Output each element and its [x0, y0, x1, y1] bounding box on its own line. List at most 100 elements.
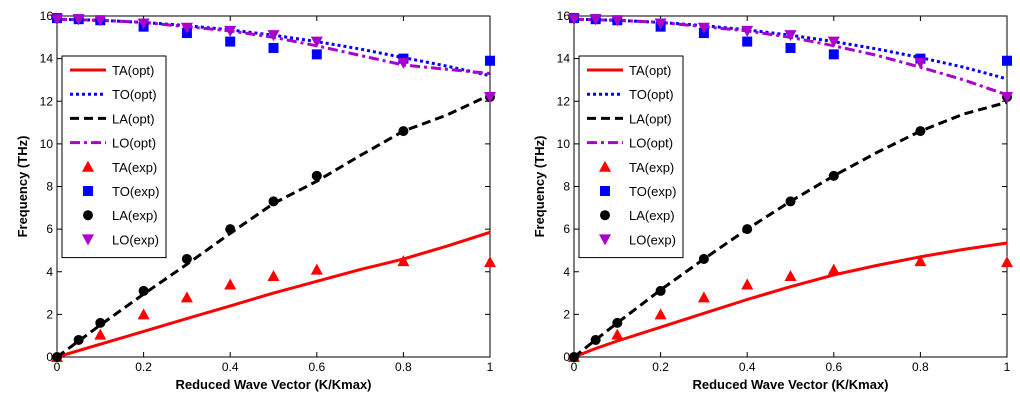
data-point-la-exp: [612, 317, 623, 328]
y-tick-label: 0: [46, 350, 53, 364]
legend-label-lo-exp: LO(exp): [112, 232, 159, 247]
data-point-lo-exp: [827, 36, 840, 48]
data-point-lo-exp: [94, 15, 107, 27]
y-tick-label: 10: [557, 137, 571, 151]
legend-label-to-exp: TO(exp): [112, 184, 159, 199]
x-tick-label: 1: [1004, 360, 1011, 374]
data-point-lo-exp: [697, 22, 710, 34]
data-point-to-exp: [485, 55, 495, 66]
legend-swatch-ta-exp: [599, 160, 611, 172]
data-point-la-exp: [828, 170, 839, 181]
data-point-ta-exp: [397, 255, 410, 267]
data-point-ta-exp: [1001, 256, 1013, 268]
y-tick-label: 16: [557, 9, 571, 23]
x-tick-label: 0.6: [825, 360, 842, 374]
series-line-la-opt: [56, 93, 491, 359]
data-point-lo-exp: [654, 18, 667, 30]
data-point-to-exp: [311, 49, 322, 60]
data-point-ta-exp: [310, 263, 323, 275]
legend-swatch-la-exp: [600, 210, 610, 221]
data-point-la-exp: [311, 170, 322, 181]
y-tick-label: 2: [46, 307, 53, 321]
legend-label-to-exp: TO(exp): [629, 184, 676, 199]
x-tick-label: 1: [487, 360, 494, 374]
data-point-ta-exp: [267, 270, 280, 282]
data-point-lo-exp: [589, 14, 602, 26]
data-point-to-exp: [1002, 55, 1012, 66]
legend-label-lo-opt: LO(opt): [629, 136, 673, 151]
x-tick-label: 0.8: [395, 360, 412, 374]
x-tick-label: 0.4: [739, 360, 756, 374]
legend-label-to-opt: TO(opt): [112, 87, 157, 102]
data-point-ta-exp: [224, 278, 237, 290]
data-point-ta-exp: [914, 255, 927, 267]
legend-swatch-to-exp: [83, 186, 93, 196]
data-point-lo-exp: [51, 14, 63, 26]
data-point-lo-exp: [180, 22, 193, 34]
data-point-lo-exp: [484, 91, 496, 103]
legend-label-lo-exp: LO(exp): [629, 232, 676, 247]
legend-box: [61, 55, 167, 259]
data-point-la-exp: [95, 317, 106, 328]
data-point-ta-exp: [697, 291, 710, 303]
legend-label-to-opt: TO(opt): [629, 87, 674, 102]
data-point-la-exp: [698, 253, 709, 264]
legend-swatch-lo-exp: [599, 234, 611, 246]
legend-label-ta-opt: TA(opt): [112, 63, 154, 78]
x-axis-label: Reduced Wave Vector (K/Kmax): [692, 377, 888, 392]
data-point-lo-exp: [914, 57, 927, 69]
data-point-la-exp: [73, 334, 84, 345]
y-axis-label: Frequency (THz): [532, 136, 547, 238]
legend-swatch-to-exp: [600, 186, 610, 196]
data-point-lo-exp: [1001, 91, 1013, 103]
data-point-la-exp: [915, 126, 926, 137]
series-line-ta-opt: [56, 230, 491, 359]
data-point-ta-exp: [784, 270, 797, 282]
data-point-la-exp: [742, 224, 753, 235]
data-point-la-exp: [52, 352, 62, 362]
data-point-la-exp: [398, 126, 409, 137]
data-point-ta-exp: [484, 256, 496, 268]
y-tick-label: 12: [40, 94, 54, 108]
data-point-lo-exp: [568, 14, 580, 26]
y-tick-label: 12: [557, 94, 571, 108]
data-point-la-exp: [225, 224, 236, 235]
legend-label-la-exp: LA(exp): [112, 208, 158, 223]
y-tick-label: 6: [563, 222, 570, 236]
x-tick-label: 0: [571, 360, 578, 374]
legend-label-la-exp: LA(exp): [629, 208, 675, 223]
data-point-to-exp: [268, 42, 279, 53]
legend-label-la-opt: LA(opt): [629, 111, 672, 126]
data-point-to-exp: [742, 36, 753, 47]
data-point-lo-exp: [72, 14, 85, 26]
data-point-la-exp: [138, 285, 149, 296]
data-point-ta-exp: [180, 291, 193, 303]
y-tick-label: 8: [563, 180, 570, 194]
data-point-to-exp: [785, 42, 796, 53]
data-point-lo-exp: [137, 18, 150, 30]
legend-box: [578, 55, 684, 259]
data-point-lo-exp: [611, 15, 624, 27]
data-point-ta-exp: [137, 308, 150, 320]
y-tick-label: 2: [563, 307, 570, 321]
y-tick-label: 4: [46, 265, 53, 279]
y-tick-label: 14: [557, 52, 571, 66]
legend-label-la-opt: LA(opt): [112, 111, 155, 126]
y-tick-label: 0: [563, 350, 570, 364]
data-point-la-exp: [268, 196, 279, 207]
y-tick-label: 10: [40, 137, 54, 151]
data-point-ta-exp: [94, 328, 107, 340]
legend-label-ta-exp: TA(exp): [629, 160, 674, 175]
data-point-la-exp: [655, 285, 666, 296]
data-point-la-exp: [181, 253, 192, 264]
data-point-lo-exp: [397, 57, 410, 69]
y-tick-label: 14: [40, 52, 54, 66]
data-point-ta-exp: [827, 263, 840, 275]
data-point-ta-exp: [654, 308, 667, 320]
data-point-la-exp: [590, 334, 601, 345]
legend-label-ta-opt: TA(opt): [629, 63, 671, 78]
y-tick-label: 16: [40, 9, 54, 23]
data-point-la-exp: [569, 352, 579, 362]
